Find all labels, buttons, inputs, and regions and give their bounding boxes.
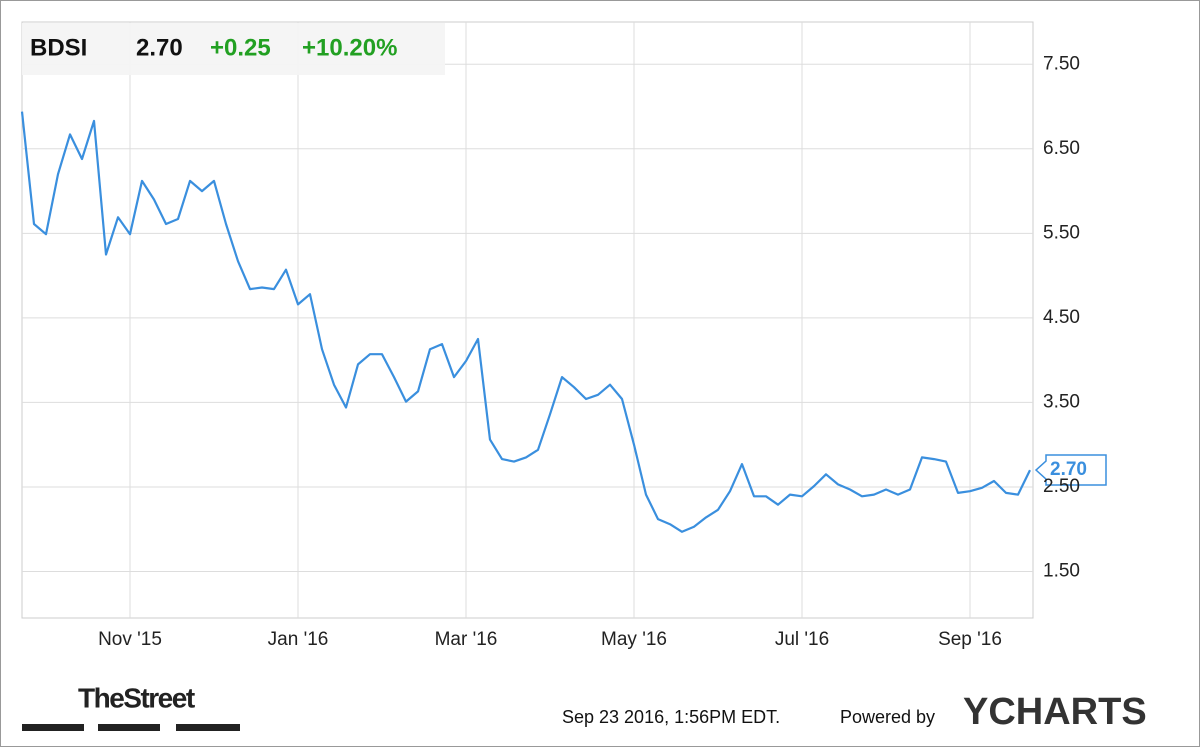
logo-bar: [176, 724, 240, 731]
logo: TheStreet: [78, 682, 195, 713]
last-value-label: 2.70: [1050, 459, 1087, 480]
y-tick-label: 2.50: [1043, 476, 1080, 497]
x-tick-label: Nov '15: [98, 629, 162, 650]
x-tick-label: Mar '16: [435, 629, 498, 650]
brand: YCHARTS: [963, 691, 1147, 733]
logo-bar: [98, 724, 160, 731]
y-tick-label: 1.50: [1043, 561, 1080, 582]
y-tick-label: 6.50: [1043, 138, 1080, 159]
header-box: [22, 23, 445, 75]
plot-area: [21, 21, 1034, 619]
change-percent: +10.20%: [302, 34, 397, 61]
y-tick-label: 5.50: [1043, 222, 1080, 243]
price-line: [20, 111, 1031, 533]
x-tick-label: Jan '16: [268, 629, 329, 650]
y-tick-label: 7.50: [1043, 53, 1080, 74]
y-tick-label: 4.50: [1043, 307, 1080, 328]
logo-bar: [22, 724, 84, 731]
ticker: BDSI: [30, 34, 87, 61]
timestamp: Sep 23 2016, 1:56PM EDT.: [562, 707, 780, 727]
x-tick-label: Sep '16: [938, 629, 1002, 650]
change: +0.25: [210, 34, 271, 61]
x-tick-label: May '16: [601, 629, 667, 650]
powered-by: Powered by: [840, 707, 935, 727]
last-value-box: [1034, 454, 1107, 486]
price: 2.70: [136, 34, 183, 61]
y-tick-label: 3.50: [1043, 391, 1080, 412]
x-tick-label: Jul '16: [775, 629, 829, 650]
